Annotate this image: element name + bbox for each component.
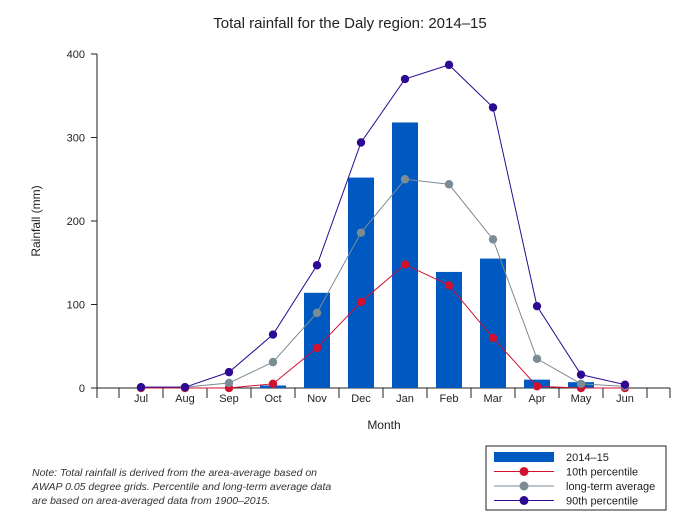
footnote: Note: Total rainfall is derived from the…: [32, 466, 377, 508]
data-point: [356, 297, 366, 307]
bar: [480, 258, 506, 388]
data-point: [488, 333, 498, 343]
x-tick-label: Aug: [175, 393, 195, 405]
data-point: [268, 379, 278, 389]
legend-swatch-marker: [519, 481, 529, 491]
legend-label: 2014–15: [566, 452, 609, 464]
bar: [436, 271, 462, 388]
data-point: [444, 60, 454, 70]
bar: [392, 122, 418, 388]
footnote-line-2: AWAP 0.05 degree grids. Percentile and l…: [32, 481, 332, 493]
data-point: [488, 103, 498, 112]
data-point: [312, 308, 322, 318]
series-line: [141, 178, 626, 388]
data-point: [576, 379, 586, 389]
legend: 2014–15 10th percentile long-term average 9…: [485, 445, 667, 511]
x-tick-label: Jun: [616, 393, 634, 405]
data-point: [488, 235, 498, 244]
legend-item: 10th percentile: [494, 467, 638, 479]
data-point: [620, 380, 630, 389]
x-axis-label: Month: [367, 418, 400, 432]
x-tick-label: Sep: [219, 393, 239, 405]
legend-label: 90th percentile: [566, 496, 638, 508]
y-tick-label: 0: [79, 383, 85, 395]
bars-2014-15: [260, 122, 594, 388]
series-90th-percentile: [136, 60, 630, 392]
chart-title: Total rainfall for the Daly region: 2014…: [213, 15, 487, 32]
data-point: [400, 260, 410, 269]
x-tick-label: Oct: [264, 393, 281, 405]
data-point: [224, 378, 234, 388]
data-point: [532, 354, 542, 363]
x-tick-label: Jul: [134, 393, 148, 405]
data-point: [268, 330, 278, 339]
x-tick-label: Jan: [396, 393, 414, 405]
data-point: [356, 228, 366, 237]
legend-item: 2014–15: [494, 452, 609, 464]
footnote-line-3: are based on area-averaged data from 190…: [32, 495, 271, 507]
data-point: [444, 281, 454, 290]
x-tick-label: May: [571, 393, 592, 405]
bar: [348, 177, 374, 388]
data-point: [400, 175, 410, 184]
series-line: [141, 64, 626, 388]
data-point: [224, 367, 234, 377]
y-axis-label: Rainfall (mm): [29, 185, 43, 256]
data-point: [356, 138, 366, 147]
data-point: [444, 180, 454, 189]
bar: [304, 292, 330, 388]
legend-swatch-marker: [519, 496, 529, 505]
data-point: [532, 301, 542, 311]
x-tick-label: Apr: [528, 393, 545, 405]
data-point: [312, 261, 322, 270]
data-point: [268, 357, 278, 367]
series-line: [141, 263, 625, 389]
y-tick-label: 300: [67, 133, 85, 145]
y-tick-label: 100: [67, 300, 85, 312]
legend-label: long-term average: [566, 481, 655, 493]
data-point: [576, 370, 586, 379]
x-tick-label: Dec: [351, 393, 371, 405]
x-tick-label: Feb: [440, 393, 459, 405]
legend-item: 90th percentile: [494, 496, 638, 508]
legend-label: 10th percentile: [566, 467, 638, 479]
percentile-lines: [136, 60, 630, 393]
y-tick-label: 400: [67, 49, 85, 61]
data-point: [180, 382, 190, 392]
legend-swatch-marker: [519, 467, 529, 476]
x-tick-label: Mar: [484, 393, 503, 405]
legend-item: long-term average: [494, 481, 655, 493]
series-10th-percentile: [136, 260, 630, 393]
data-point: [400, 74, 410, 84]
data-point: [532, 382, 542, 391]
y-tick-label: 200: [67, 216, 85, 228]
footnote-line-1: Note: Total rainfall is derived from the…: [32, 467, 318, 479]
x-tick-label: Nov: [307, 393, 327, 405]
data-point: [312, 343, 322, 353]
legend-swatch-bar: [494, 452, 554, 462]
data-point: [136, 382, 146, 392]
